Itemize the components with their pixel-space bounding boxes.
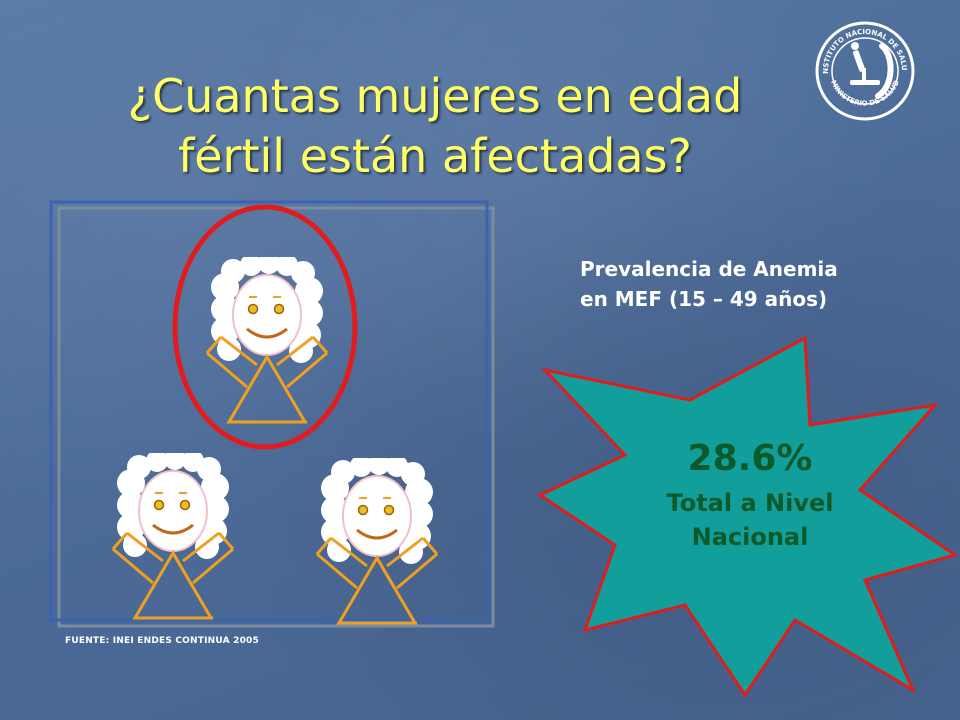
- source-note: FUENTE: INEI ENDES CONTINUA 2005: [65, 636, 259, 646]
- prevalence-title-line2: en MEF (15 – 49 años): [580, 287, 828, 311]
- woman-figure-icon: [205, 257, 329, 424]
- starburst-shape: [536, 335, 959, 698]
- ministry-logo: INSTITUTO NACIONAL DE SALUD MINISTERIO D…: [810, 16, 915, 121]
- woman-figure-icon: [315, 458, 439, 625]
- women-figures-illustration: [49, 200, 495, 628]
- prevalence-title: Prevalencia de Anemia en MEF (15 – 49 añ…: [580, 254, 910, 314]
- woman-figure-icon: [111, 453, 235, 620]
- slide-title: ¿Cuantas mujeres en edad fértil están af…: [60, 66, 810, 186]
- prevalence-title-line1: Prevalencia de Anemia: [580, 257, 838, 281]
- slide-title-line1: ¿Cuantas mujeres en edad: [127, 69, 743, 123]
- prevalence-label-line2: Nacional: [691, 523, 809, 551]
- prevalence-label-line1: Total a Nivel: [666, 489, 834, 517]
- highlight-circle: [172, 204, 358, 450]
- slide-title-line2: fértil están afectadas?: [178, 129, 692, 183]
- prevalence-callout: 28.6% Total a Nivel Nacional: [600, 432, 900, 554]
- prevalence-value: 28.6%: [687, 438, 813, 479]
